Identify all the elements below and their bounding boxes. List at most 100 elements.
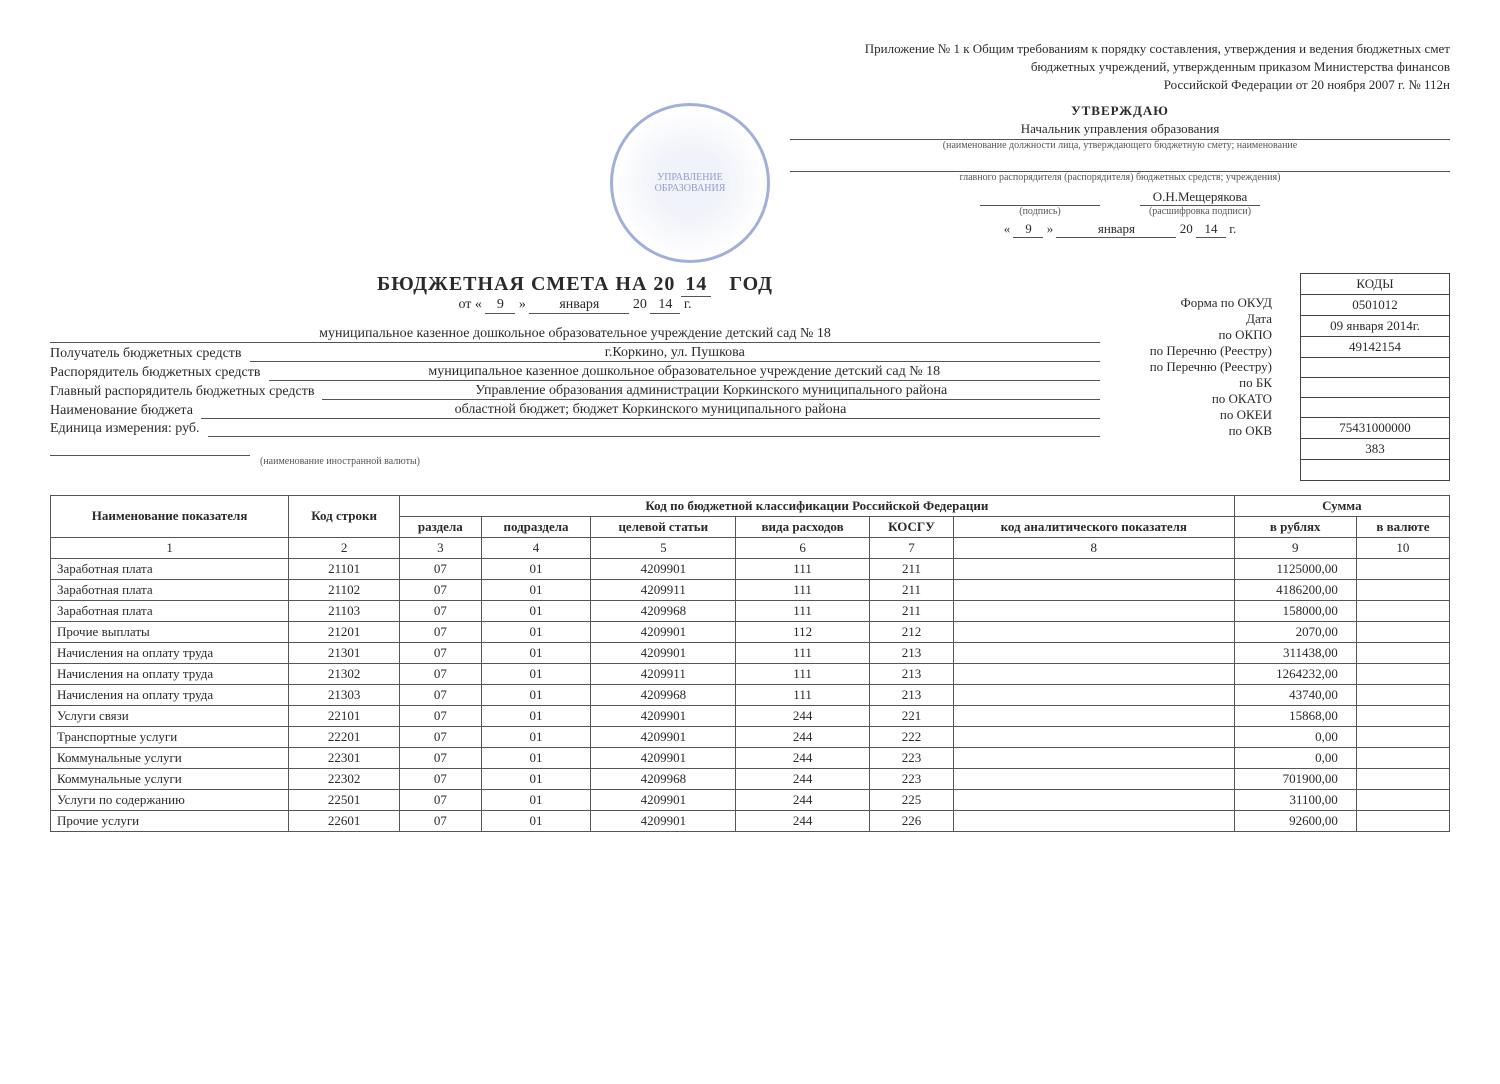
cell: Заработная плата <box>51 600 289 621</box>
approve-day: 9 <box>1013 221 1043 238</box>
approve-year-prefix: 20 <box>1180 221 1193 236</box>
cell: 01 <box>481 663 591 684</box>
chief-value: Управление образования администрации Кор… <box>322 383 1100 400</box>
cell: 01 <box>481 768 591 789</box>
cell: 111 <box>736 558 870 579</box>
approve-position: Начальник управления образования <box>790 119 1450 140</box>
label-perech1: по Перечню (Реестру) <box>1100 343 1272 359</box>
cell <box>953 705 1234 726</box>
cell: 244 <box>736 810 870 831</box>
cell <box>1356 705 1449 726</box>
doc-date: от « 9 » января 20 14 г. <box>50 297 1100 314</box>
cell: 4186200,00 <box>1234 579 1356 600</box>
col-num: 10 <box>1356 537 1449 558</box>
cell: 1264232,00 <box>1234 663 1356 684</box>
cell: 225 <box>870 789 954 810</box>
cell: 01 <box>481 684 591 705</box>
table-row: Коммунальные услуги223020701420996824422… <box>51 768 1450 789</box>
cell: 112 <box>736 621 870 642</box>
table-row: Заработная плата211010701420990111121111… <box>51 558 1450 579</box>
cell <box>953 747 1234 768</box>
cell: 07 <box>400 558 481 579</box>
cell: 07 <box>400 600 481 621</box>
col-num: 1 <box>51 537 289 558</box>
cell: 111 <box>736 684 870 705</box>
cell <box>953 789 1234 810</box>
cell: 43740,00 <box>1234 684 1356 705</box>
cell: 15868,00 <box>1234 705 1356 726</box>
cell <box>1356 558 1449 579</box>
approve-title: УТВЕРЖДАЮ <box>790 103 1450 119</box>
cell: 4209901 <box>591 558 736 579</box>
cell: 01 <box>481 600 591 621</box>
cell <box>953 726 1234 747</box>
from-yprefix: 20 <box>633 297 647 312</box>
cell: 1125000,00 <box>1234 558 1356 579</box>
cell: 158000,00 <box>1234 600 1356 621</box>
label-date: Дата <box>1100 311 1272 327</box>
unit-label: Единица измерения: руб. <box>50 421 208 437</box>
main-title: БЮДЖЕТНАЯ СМЕТА НА 20 14 ГОД <box>50 273 1100 297</box>
cell: Услуги по содержанию <box>51 789 289 810</box>
cell: Начисления на оплату труда <box>51 684 289 705</box>
cell: 0,00 <box>1234 726 1356 747</box>
cell: 01 <box>481 705 591 726</box>
cell: 244 <box>736 747 870 768</box>
table-row: Заработная плата211030701420996811121115… <box>51 600 1450 621</box>
recipient-line2: г.Коркино, ул. Пушкова <box>250 345 1100 362</box>
th-subsection: подраздела <box>481 516 591 537</box>
cell <box>1356 747 1449 768</box>
cell: 226 <box>870 810 954 831</box>
col-num: 2 <box>289 537 400 558</box>
currency-line <box>50 439 250 456</box>
cell <box>953 684 1234 705</box>
cell: 07 <box>400 621 481 642</box>
table-row: Начисления на оплату труда21303070142099… <box>51 684 1450 705</box>
label-okpo: по ОКПО <box>1100 327 1272 343</box>
cell: 111 <box>736 579 870 600</box>
from-month: января <box>529 297 629 314</box>
cell <box>1356 768 1449 789</box>
cell: 01 <box>481 558 591 579</box>
th-rub: в рублях <box>1234 516 1356 537</box>
cell: 222 <box>870 726 954 747</box>
cell: 07 <box>400 579 481 600</box>
cell <box>1356 726 1449 747</box>
cell: 21101 <box>289 558 400 579</box>
cell: 0,00 <box>1234 747 1356 768</box>
cell <box>1356 663 1449 684</box>
approve-date: « 9 » января 20 14 г. <box>790 221 1450 238</box>
cell: 07 <box>400 789 481 810</box>
cell: 21303 <box>289 684 400 705</box>
appendix-line1: Приложение № 1 к Общим требованиям к пор… <box>610 40 1450 58</box>
th-type: вида расходов <box>736 516 870 537</box>
table-row: Заработная плата211020701420991111121141… <box>51 579 1450 600</box>
cell: 4209968 <box>591 768 736 789</box>
codes-box: КОДЫ 0501012 09 января 2014г. 49142154 7… <box>1300 273 1450 481</box>
cell <box>953 600 1234 621</box>
cell: 4209901 <box>591 726 736 747</box>
cell <box>953 621 1234 642</box>
table-row: Прочие выплаты21201070142099011122122070… <box>51 621 1450 642</box>
label-okv: по ОКВ <box>1100 423 1272 439</box>
cell: 4209968 <box>591 600 736 621</box>
cell: 22201 <box>289 726 400 747</box>
cell: 01 <box>481 621 591 642</box>
cell <box>953 768 1234 789</box>
appendix-block: Приложение № 1 к Общим требованиям к пор… <box>610 40 1450 263</box>
table-head: Наименование показателя Код строки Код п… <box>51 495 1450 558</box>
th-classif: Код по бюджетной классификации Российско… <box>400 495 1235 516</box>
title-row: БЮДЖЕТНАЯ СМЕТА НА 20 14 ГОД от « 9 » ян… <box>50 273 1450 481</box>
cell <box>1356 810 1449 831</box>
col-num: 7 <box>870 537 954 558</box>
col-num: 9 <box>1234 537 1356 558</box>
th-analytic: код аналитического показателя <box>953 516 1234 537</box>
from-year: 14 <box>650 297 680 314</box>
cell: 311438,00 <box>1234 642 1356 663</box>
cell: 111 <box>736 642 870 663</box>
code-bk <box>1301 398 1449 418</box>
table-row: Начисления на оплату труда21301070142099… <box>51 642 1450 663</box>
cell: Заработная плата <box>51 579 289 600</box>
appendix-line3: Российской Федерации от 20 ноября 2007 г… <box>610 76 1450 94</box>
cell: 07 <box>400 705 481 726</box>
